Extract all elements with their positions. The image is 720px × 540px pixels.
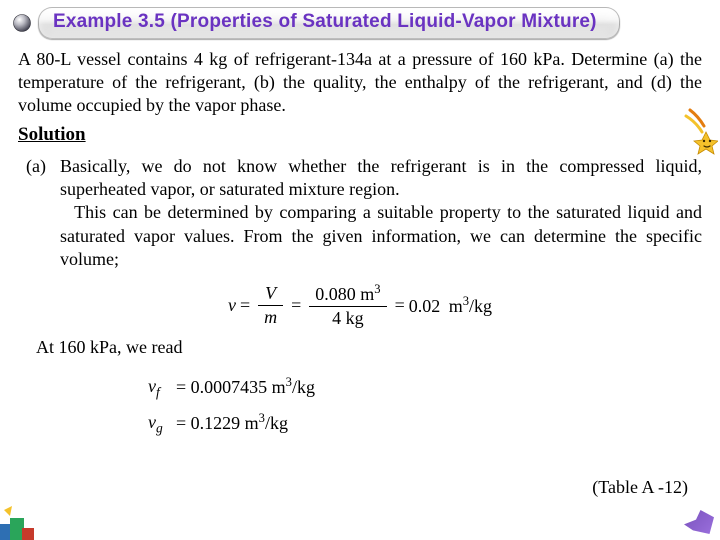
corner-accent-icon xyxy=(684,510,714,534)
vg-symbol: v xyxy=(148,412,156,432)
eq-equals-1: = xyxy=(240,294,250,317)
title-bar: Example 3.5 (Properties of Saturated Liq… xyxy=(10,6,710,40)
eq-frac-sym-den: m xyxy=(258,306,283,329)
vf-tail: /kg xyxy=(292,377,315,397)
part-a: (a) Basically, we do not know whether th… xyxy=(18,155,702,270)
part-a-text-2: This can be determined by comparing a su… xyxy=(60,202,702,268)
vg-row: vg = 0.1229 m3/kg xyxy=(148,405,702,441)
eq-rhs: 0.02 m3/kg xyxy=(409,293,492,318)
vg-tail: /kg xyxy=(265,413,288,433)
shooting-star-icon xyxy=(684,108,718,156)
eq-frac-sym: V m xyxy=(258,282,283,329)
sat-values-block: vf = 0.0007435 m3/kg vg = 0.1229 m3/kg xyxy=(18,369,702,441)
equation-specific-volume: v = V m = 0.080 m3 4 kg = 0.02 m3/kg xyxy=(18,281,702,330)
part-a-text-1: Basically, we do not know whether the re… xyxy=(60,156,702,199)
example-title: Example 3.5 (Properties of Saturated Liq… xyxy=(38,7,620,39)
content-body: A 80-L vessel contains 4 kg of refrigera… xyxy=(0,48,720,441)
title-bullet-icon xyxy=(12,13,32,33)
vf-sub: f xyxy=(156,384,160,399)
solution-heading: Solution xyxy=(18,123,702,147)
eq-frac-num-top-val: 0.080 m xyxy=(315,284,374,304)
eq-rhs-val: 0.02 xyxy=(409,296,441,316)
at-pressure-line: At 160 kPa, we read xyxy=(18,336,702,359)
vf-value: = 0.0007435 m xyxy=(176,377,286,397)
eq-equals-2: = xyxy=(291,294,301,317)
eq-lhs: v xyxy=(228,294,236,317)
eq-frac-num-top-sup: 3 xyxy=(374,282,380,296)
corner-decoration-icon xyxy=(0,504,40,540)
eq-equals-3: = xyxy=(395,294,405,317)
table-reference: (Table A -12) xyxy=(592,477,688,498)
vf-row: vf = 0.0007435 m3/kg xyxy=(148,369,702,405)
eq-frac-num-bot: 4 kg xyxy=(309,307,386,330)
vf-symbol: v xyxy=(148,376,156,396)
vg-value: = 0.1229 m xyxy=(176,413,259,433)
eq-rhs-unit-a: m xyxy=(449,296,463,316)
part-a-label: (a) xyxy=(26,155,46,178)
eq-frac-num-top: 0.080 m3 xyxy=(309,281,386,307)
eq-frac-num: 0.080 m3 4 kg xyxy=(309,281,386,330)
eq-rhs-unit-b: /kg xyxy=(469,296,492,316)
vg-sub: g xyxy=(156,420,163,435)
problem-statement: A 80-L vessel contains 4 kg of refrigera… xyxy=(18,48,702,117)
eq-frac-sym-num: V xyxy=(258,282,283,306)
